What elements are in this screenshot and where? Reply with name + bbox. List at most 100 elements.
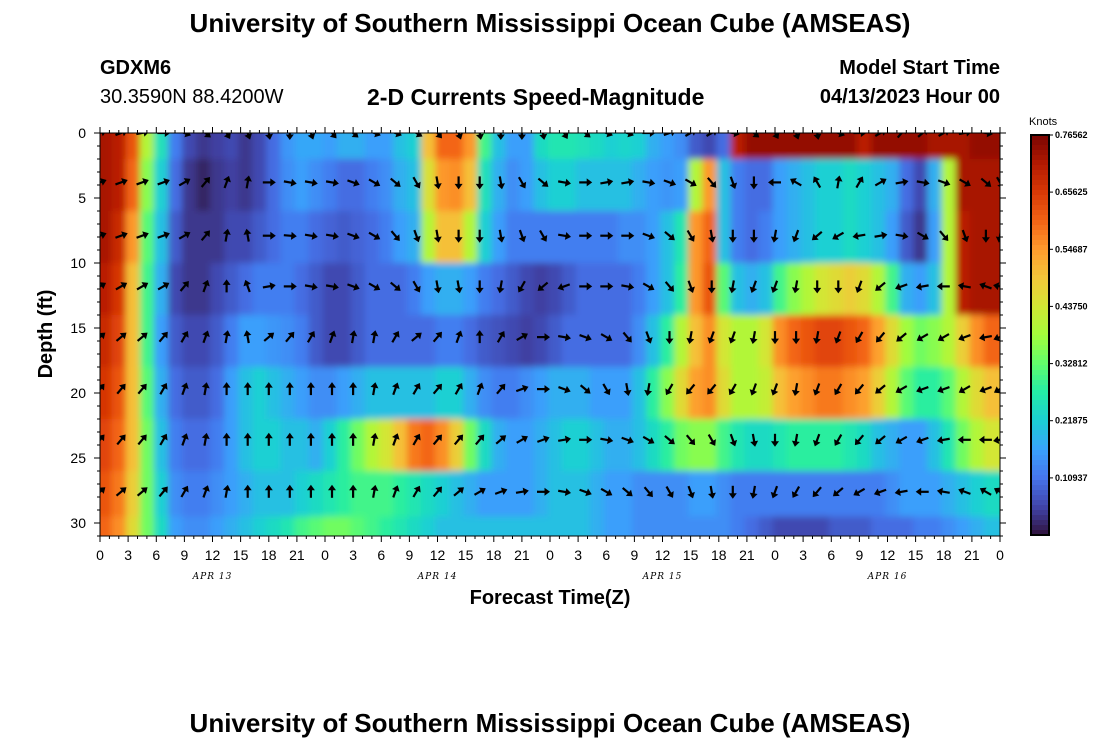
current-arrow bbox=[159, 433, 168, 446]
current-arrow bbox=[728, 485, 737, 499]
model-start-label: Model Start Time bbox=[839, 57, 1000, 79]
x-tick-label: 3 bbox=[349, 547, 357, 563]
current-arrow bbox=[980, 177, 992, 187]
current-arrow bbox=[244, 175, 252, 189]
current-arrow bbox=[791, 229, 800, 243]
current-arrow bbox=[180, 485, 189, 498]
current-arrow bbox=[391, 331, 400, 343]
colorbar-swatch bbox=[1031, 160, 1049, 166]
current-arrow bbox=[664, 281, 674, 292]
colorbar-swatch bbox=[1031, 505, 1049, 511]
x-tick-label: 0 bbox=[546, 547, 554, 563]
current-arrow bbox=[686, 331, 695, 344]
colorbar-tick-label: 0.32812 bbox=[1055, 359, 1088, 369]
colorbar-swatch bbox=[1031, 185, 1049, 191]
current-arrow bbox=[432, 434, 442, 446]
y-tick-label: 0 bbox=[78, 125, 86, 141]
current-arrow bbox=[915, 282, 929, 291]
current-arrow bbox=[475, 176, 484, 190]
current-arrow bbox=[916, 178, 930, 187]
current-arrow bbox=[749, 280, 758, 293]
day-label: APR 15 bbox=[642, 572, 683, 582]
current-arrow bbox=[961, 229, 970, 243]
current-arrow bbox=[557, 283, 571, 291]
current-arrow bbox=[243, 330, 252, 344]
current-arrow bbox=[347, 133, 359, 138]
colorbar-frame bbox=[1030, 134, 1050, 536]
colorbar-swatch bbox=[1031, 510, 1049, 516]
current-arrow bbox=[834, 331, 842, 344]
current-arrow bbox=[180, 331, 189, 343]
colorbar-swatch bbox=[1031, 525, 1049, 531]
colorbar-swatch bbox=[1031, 280, 1049, 286]
current-arrow bbox=[812, 383, 821, 396]
y-axis-title: Depth (ft) bbox=[35, 290, 57, 379]
current-arrow bbox=[558, 333, 571, 342]
current-arrow bbox=[874, 133, 887, 137]
y-tick-label: 25 bbox=[70, 450, 86, 466]
current-arrow bbox=[475, 229, 484, 243]
y-tick-label: 15 bbox=[70, 320, 86, 336]
current-arrow bbox=[328, 432, 336, 446]
colorbar-tick-label: 0.10937 bbox=[1055, 473, 1088, 483]
heatmap-cell bbox=[983, 133, 1000, 160]
current-arrow bbox=[100, 231, 107, 239]
current-arrow bbox=[707, 177, 717, 188]
current-arrow bbox=[539, 229, 548, 242]
current-arrow bbox=[243, 484, 252, 498]
vector-field bbox=[100, 133, 1000, 499]
current-arrow bbox=[306, 331, 316, 343]
heatmap-cell bbox=[983, 159, 1000, 212]
current-arrow bbox=[600, 178, 614, 187]
current-arrow bbox=[496, 331, 506, 343]
current-arrow bbox=[222, 228, 231, 242]
current-arrow bbox=[993, 436, 1000, 444]
current-arrow bbox=[707, 331, 715, 344]
colorbar-swatch bbox=[1031, 290, 1049, 296]
current-arrow bbox=[708, 229, 716, 243]
colorbar-swatch bbox=[1031, 440, 1049, 446]
current-arrow bbox=[558, 435, 571, 444]
current-arrow bbox=[304, 232, 318, 240]
colorbar-swatch bbox=[1031, 370, 1049, 376]
current-arrow bbox=[621, 436, 634, 445]
colorbar-swatch bbox=[1031, 365, 1049, 371]
colorbar-swatch bbox=[1031, 325, 1049, 331]
current-arrow bbox=[749, 485, 758, 499]
current-arrow bbox=[771, 331, 779, 345]
current-arrow bbox=[137, 383, 147, 395]
colorbar-swatch bbox=[1031, 445, 1049, 451]
current-arrow bbox=[979, 385, 992, 394]
current-arrow bbox=[665, 331, 674, 345]
colorbar-swatch bbox=[1031, 195, 1049, 201]
current-arrow bbox=[895, 385, 908, 394]
current-arrow bbox=[979, 282, 992, 290]
current-arrow bbox=[873, 488, 887, 497]
footer-title: University of Southern Mississippi Ocean… bbox=[189, 708, 911, 738]
current-arrow bbox=[728, 280, 737, 294]
current-arrow bbox=[515, 384, 529, 393]
x-tick-label: 21 bbox=[964, 547, 980, 563]
current-arrow bbox=[412, 176, 421, 189]
current-arrow bbox=[579, 488, 592, 497]
current-arrow bbox=[328, 330, 337, 344]
current-arrow bbox=[705, 133, 718, 137]
colorbar-swatch bbox=[1031, 455, 1049, 461]
colorbar-swatch bbox=[1031, 460, 1049, 466]
day-label: APR 16 bbox=[867, 572, 908, 582]
current-arrow bbox=[328, 382, 336, 396]
colorbar-swatch bbox=[1031, 270, 1049, 276]
current-arrow bbox=[579, 133, 591, 138]
colorbar-swatch bbox=[1031, 135, 1049, 141]
current-arrow bbox=[347, 283, 360, 291]
current-arrow bbox=[432, 383, 442, 395]
current-arrow bbox=[115, 133, 128, 137]
heatmap-cell bbox=[983, 211, 1000, 264]
current-arrow bbox=[936, 282, 950, 291]
current-arrow bbox=[558, 385, 571, 394]
plot-title: 2-D Currents Speed-Magnitude bbox=[367, 84, 705, 110]
current-arrow bbox=[664, 435, 675, 445]
current-arrow bbox=[368, 133, 381, 138]
y-tick-label: 5 bbox=[78, 190, 86, 206]
colorbar-swatch bbox=[1031, 200, 1049, 206]
